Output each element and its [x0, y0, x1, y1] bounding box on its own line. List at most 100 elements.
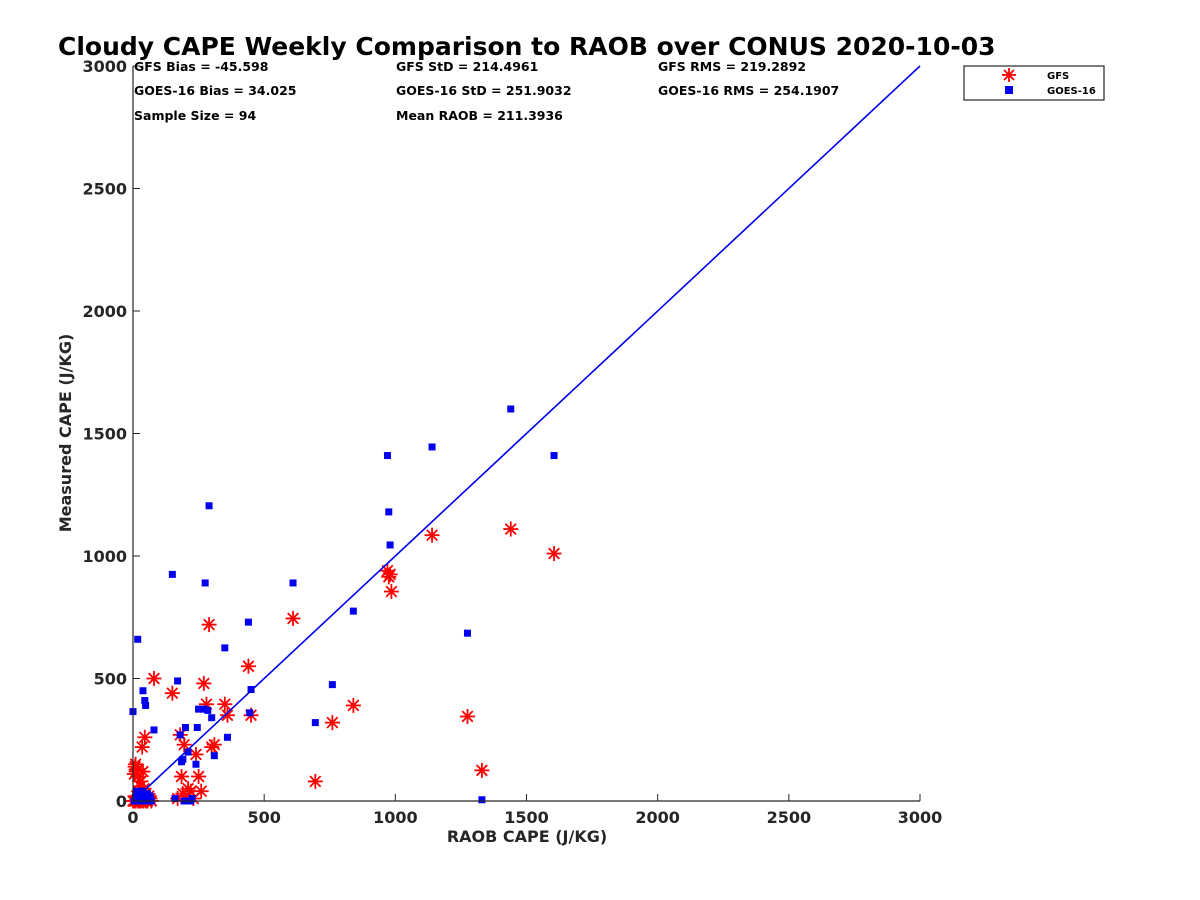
- x-tick-label: 0: [127, 808, 138, 827]
- goes16-point: [184, 748, 192, 756]
- gfs-point: [217, 696, 233, 712]
- one-to-one-line: [132, 65, 921, 802]
- goes16-point: [139, 687, 147, 695]
- gfs-point: [345, 697, 361, 713]
- goes16-point: [139, 793, 147, 801]
- goes16-point: [179, 755, 187, 763]
- y-tick-label: 1000: [82, 547, 127, 566]
- plot-area: 0 500 1000 1500 2000 2500 3000 0 500 1000 1500 2000…: [82, 57, 942, 827]
- gfs-point: [164, 685, 180, 701]
- gfs-point: [240, 658, 256, 674]
- gfs-point: [191, 769, 207, 784]
- goes16-point: [221, 644, 229, 652]
- goes16-point: [174, 677, 182, 685]
- stat-gfs-bias: GFS Bias = -45.598: [134, 59, 268, 74]
- goes16-point: [385, 508, 393, 516]
- stat-goes-rms: GOES-16 RMS = 254.1907: [658, 83, 839, 98]
- gfs-point: [307, 773, 323, 789]
- stats-block: GFS Bias = -45.598 GFS StD = 214.4961 GF…: [134, 59, 839, 123]
- gfs-point: [383, 584, 399, 600]
- goes16-point: [192, 760, 200, 768]
- goes16-point: [201, 579, 209, 587]
- goes16-point: [247, 686, 255, 694]
- axis-ticks: 0 500 1000 1500 2000 2500 3000 0 500 1000 1500 2000…: [82, 57, 942, 827]
- gfs-point: [459, 708, 475, 724]
- goes16-point: [244, 618, 252, 626]
- gfs-point: [146, 671, 162, 686]
- gfs-point: [174, 769, 190, 784]
- gfs-point: [196, 675, 212, 691]
- gfs-point: [474, 762, 490, 778]
- goes16-point: [386, 541, 394, 549]
- legend-label-goes: GOES-16: [1047, 86, 1096, 97]
- x-tick-label: 1500: [504, 808, 549, 827]
- goes16-point: [204, 706, 212, 714]
- gfs-point: [137, 729, 153, 745]
- goes16-point: [137, 787, 145, 795]
- goes16-point: [181, 724, 189, 731]
- y-tick-label: 0: [116, 792, 127, 811]
- goes16-point: [289, 579, 297, 587]
- goes16-point: [210, 752, 218, 760]
- stat-gfs-std: GFS StD = 214.4961: [396, 59, 538, 74]
- goes16-point: [478, 796, 486, 804]
- chart-title: Cloudy CAPE Weekly Comparison to RAOB ov…: [58, 32, 996, 61]
- gfs-point: [134, 739, 150, 755]
- legend-asterisk-icon: [1002, 68, 1016, 82]
- gfs-point: [382, 566, 398, 582]
- goes16-point: [208, 714, 216, 722]
- goes16-point: [188, 795, 196, 803]
- goes16-point: [550, 452, 558, 460]
- y-tick-label: 2000: [82, 302, 127, 321]
- goes16-point: [142, 701, 150, 709]
- goes16-point: [171, 795, 179, 803]
- gfs-point: [193, 783, 209, 799]
- gfs-point: [201, 617, 217, 633]
- stat-goes-std: GOES-16 StD = 251.9032: [396, 83, 572, 98]
- stat-goes-bias: GOES-16 Bias = 34.025: [134, 83, 296, 98]
- gfs-point: [176, 737, 192, 753]
- x-tick-label: 2500: [767, 808, 812, 827]
- y-axis-label: Measured CAPE (J/KG): [56, 334, 75, 533]
- goes16-point: [246, 709, 254, 717]
- gfs-point: [285, 610, 301, 626]
- gfs-point: [219, 707, 235, 723]
- goes16-point: [463, 629, 471, 637]
- goes16-point: [311, 719, 319, 727]
- goes16-point: [349, 607, 357, 615]
- goes16-point: [141, 697, 149, 705]
- gfs-point: [135, 764, 151, 780]
- stat-mean-raob: Mean RAOB = 211.3936: [396, 108, 563, 123]
- gfs-point: [503, 521, 519, 537]
- legend-box: [963, 65, 1105, 101]
- x-tick-label: 500: [247, 808, 280, 827]
- gfs-point: [546, 546, 562, 562]
- goes16-point: [176, 731, 184, 739]
- x-tick-label: 2000: [635, 808, 680, 827]
- goes16-point: [150, 726, 158, 734]
- gfs-point: [424, 527, 440, 543]
- goes16-point: [168, 570, 176, 578]
- goes16-point: [134, 635, 142, 643]
- goes16-point: [146, 792, 154, 800]
- data-points: [125, 405, 562, 809]
- legend-label-gfs: GFS: [1047, 71, 1069, 82]
- stat-sample-size: Sample Size = 94: [134, 108, 256, 123]
- legend: GFS GOES-16: [963, 65, 1105, 101]
- goes16-point: [200, 705, 208, 713]
- goes16-point: [328, 681, 336, 689]
- goes16-point: [383, 452, 391, 460]
- y-tick-label: 500: [94, 670, 127, 689]
- goes16-point: [507, 405, 515, 413]
- goes16-point: [223, 733, 231, 741]
- legend-gfs-marker: [1002, 68, 1016, 82]
- goes16-point: [193, 724, 201, 731]
- y-tick-label: 3000: [82, 57, 127, 76]
- stat-gfs-rms: GFS RMS = 219.2892: [658, 59, 806, 74]
- gfs-point: [206, 737, 222, 753]
- goes16-point: [205, 502, 213, 510]
- legend-square-icon: [1005, 86, 1013, 94]
- x-tick-label: 1000: [373, 808, 418, 827]
- gfs-point: [324, 715, 340, 731]
- x-tick-label: 3000: [898, 808, 943, 827]
